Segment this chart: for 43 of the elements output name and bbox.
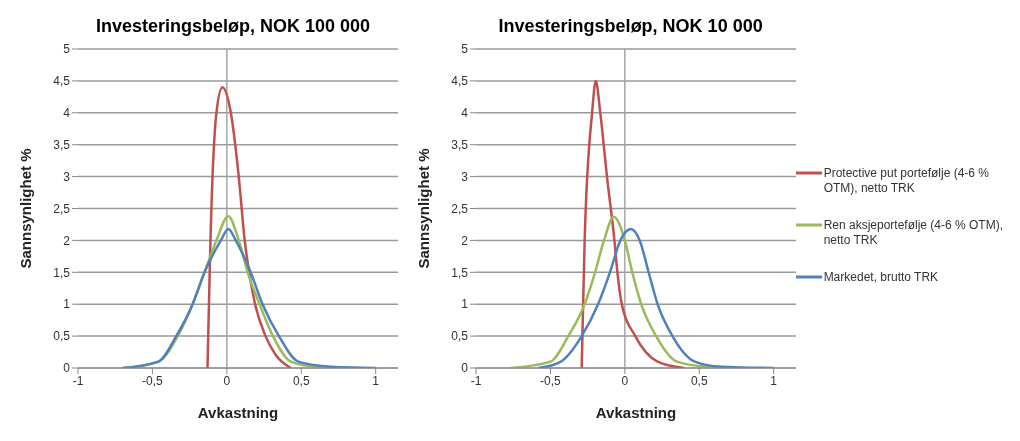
- y-tick-label: 4,5: [450, 74, 468, 89]
- y-tick-label: 1: [63, 297, 71, 312]
- x-tick-label: 0: [223, 373, 231, 388]
- x-tick-label: -1: [470, 373, 482, 388]
- y-tick-label: 2: [460, 233, 468, 248]
- y-axis-title: Sannsynlighet %: [17, 148, 35, 269]
- y-tick-label: 3,5: [53, 137, 71, 152]
- x-axis-title: Avkastning: [197, 404, 279, 421]
- x-tick-label: 1: [372, 373, 380, 388]
- chart-title: Investeringsbeløp, NOK 100 000: [94, 16, 372, 37]
- y-tick-label: 3: [460, 169, 468, 184]
- legend-label: Protective put portefølje (4-6 % OTM), netto TRK: [823, 165, 991, 196]
- y-tick-label: 3,5: [450, 137, 468, 152]
- y-tick-label: 2,5: [450, 201, 468, 216]
- legend-label: Markedet, brutto TRK: [823, 269, 939, 285]
- y-axis-title: Sannsynlighet %: [414, 148, 432, 269]
- x-tick-label: 0: [621, 373, 629, 388]
- x-axis-title: Avkastning: [595, 404, 676, 421]
- x-tick-label: -0,5: [539, 373, 561, 388]
- y-tick-label: 0,5: [53, 329, 71, 344]
- y-tick-label: 2,5: [53, 201, 71, 216]
- y-tick-label: 0,5: [450, 329, 468, 344]
- y-tick-label: 4,5: [53, 74, 71, 89]
- y-tick-label: 1: [460, 297, 468, 312]
- y-tick-label: 5: [460, 42, 468, 57]
- x-tick-label: 0,5: [292, 373, 310, 388]
- y-tick-label: 0: [460, 361, 468, 376]
- line-series: [580, 79, 686, 368]
- y-tick-label: 0: [63, 361, 71, 376]
- y-tick-label: 2: [63, 233, 71, 248]
- x-tick-label: -0,5: [142, 373, 164, 388]
- chart-title: Investeringsbeløp, NOK 10 000: [497, 16, 764, 37]
- y-tick-label: 3: [63, 169, 71, 184]
- line-series: [206, 86, 293, 368]
- x-tick-label: -1: [72, 373, 84, 388]
- y-tick-label: 4: [63, 106, 71, 121]
- y-tick-label: 1,5: [53, 265, 71, 280]
- y-tick-label: 1,5: [450, 265, 468, 280]
- x-tick-label: 1: [769, 373, 777, 388]
- y-tick-label: 4: [460, 106, 468, 121]
- legend-label: Ren aksjeportefølje (4-6 % OTM), netto TRK: [823, 217, 1004, 248]
- y-tick-label: 5: [63, 42, 71, 57]
- x-tick-label: 0,5: [690, 373, 708, 388]
